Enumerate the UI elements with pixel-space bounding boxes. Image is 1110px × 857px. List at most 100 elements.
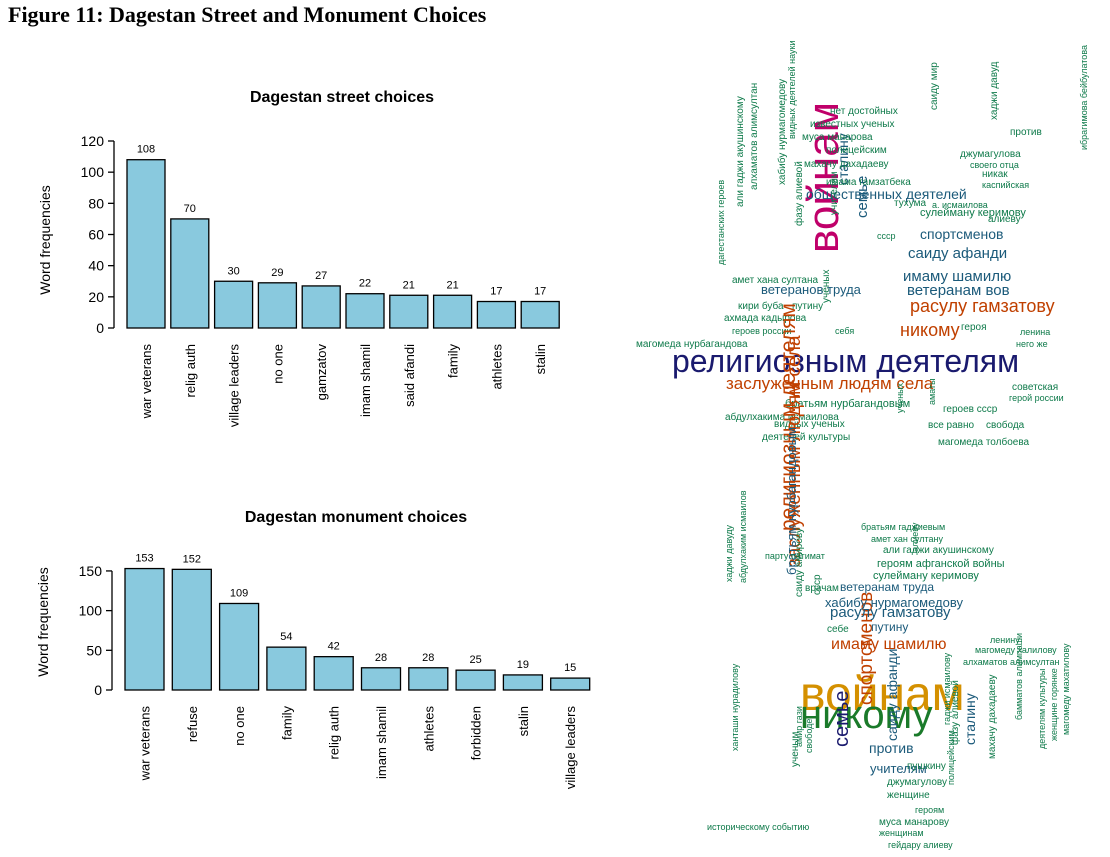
category-label: village leaders [563, 706, 578, 790]
word-cloud-term: нет достойных [830, 106, 898, 117]
word-cloud-term: ссср [812, 574, 823, 595]
category-label: no one [270, 344, 285, 384]
category-label: war veterans [138, 706, 153, 782]
word-cloud-term: алиеву [910, 522, 920, 552]
word-cloud-term: врачам [805, 583, 839, 594]
word-cloud-term: заслуженным людям села [726, 374, 934, 393]
word-cloud-term: алхаматов алимсултан [749, 82, 760, 190]
y-tick-label: 60 [88, 227, 104, 243]
category-label: family [446, 344, 461, 378]
bar [455, 669, 496, 691]
word-cloud-term: амет хана султана [732, 275, 819, 286]
y-axis-label: Word frequencies [37, 185, 53, 294]
data-label: 108 [137, 144, 155, 156]
category-label: athletes [489, 344, 504, 390]
bar [345, 293, 385, 329]
word-cloud-term: ветеранам вов [907, 282, 1010, 299]
word-cloud-term: хаджи давуду [724, 525, 734, 582]
word-cloud-term: известных ученых [810, 119, 895, 130]
y-tick-label: 20 [88, 289, 104, 305]
word-cloud-term: абдулхакима исмаилова [725, 412, 839, 423]
word-cloud-term: полицейским [946, 730, 956, 785]
y-tick-label: 120 [81, 133, 105, 149]
data-label: 54 [280, 631, 292, 643]
word-cloud-term: ахмада кадырова [724, 313, 807, 324]
word-cloud-term: хабибу нурмагомедову [825, 595, 963, 610]
y-tick-label: 100 [79, 603, 103, 619]
word-cloud-term: женщине [887, 790, 930, 801]
word-cloud-term: абдулхаким исмаилов [738, 490, 748, 583]
word-cloud-term: саиду афанди [908, 245, 1008, 262]
monument-word-cloud: войнам никому религиозным деятелям заслужен… [695, 303, 1110, 850]
y-axis-label: Word frequencies [35, 567, 51, 676]
street-word-cloud: религиозным деятелям войнам заслуженным лю… [630, 41, 1100, 455]
bar [170, 218, 210, 329]
word-cloud-term: учителям [829, 171, 840, 215]
bar [171, 568, 212, 691]
category-label: family [279, 706, 294, 740]
data-label: 25 [469, 654, 481, 666]
y-tick-label: 150 [79, 563, 103, 579]
word-cloud-term: учителям [870, 761, 927, 776]
y-tick-label: 50 [86, 642, 102, 658]
bar [313, 656, 354, 691]
word-cloud-term: а. исмаилова [932, 200, 988, 210]
word-cloud-term: ленина [1020, 327, 1051, 337]
word-cloud-term: алхаматов алимсултан [963, 657, 1060, 667]
word-cloud-term: полицейским [826, 145, 887, 156]
word-cloud-term: герой россии [1009, 393, 1064, 403]
word-cloud-term: тухума [894, 198, 927, 209]
bar [301, 285, 341, 329]
word-cloud-term: учёных [821, 269, 832, 303]
y-tick-label: 40 [88, 258, 104, 274]
bar [408, 667, 449, 691]
data-label: 17 [534, 286, 546, 298]
category-label: stalin [533, 344, 548, 374]
category-label: relig auth [183, 344, 198, 397]
word-cloud-term: путину [792, 301, 824, 312]
y-tick-label: 80 [88, 195, 104, 211]
word-cloud-term: общественных деятелей [806, 186, 967, 202]
word-cloud-term: али гаджи акушинскому [735, 96, 746, 207]
bar [476, 300, 517, 329]
bar [502, 674, 544, 691]
word-cloud-term: магомеда нурбагандова [636, 339, 748, 350]
word-cloud-term: джумагулову [887, 777, 947, 788]
word-cloud-term: видных ученых [774, 419, 845, 430]
data-label: 42 [328, 641, 340, 653]
word-cloud-term: историческому событию [707, 822, 810, 832]
word-cloud-term: каспийская [982, 180, 1030, 190]
word-cloud-term: никому [900, 320, 960, 340]
word-cloud-term: свободе [804, 718, 814, 753]
word-cloud-term: кири буба [738, 301, 784, 312]
word-cloud-term: сулейману керимову [873, 570, 979, 582]
word-cloud-term: деятелей культуры [762, 432, 851, 443]
word-cloud-term: против [1010, 127, 1042, 138]
word-cloud-term: против [869, 740, 914, 756]
word-cloud-term: героев ссср [943, 404, 998, 415]
word-cloud-term: героя [961, 322, 987, 333]
word-cloud-term: семье [831, 690, 853, 747]
category-label: forbidden [469, 706, 484, 760]
word-cloud-term: ленину [990, 635, 1020, 645]
word-cloud-term: расулу гамзатову [830, 604, 951, 621]
word-cloud-term: женщине горянке [1049, 668, 1059, 741]
word-cloud-term: ибрагимова бейбулатова [1079, 45, 1089, 150]
word-cloud-term: ученых [895, 382, 905, 413]
word-cloud-term: ханташи нурадилову [730, 663, 740, 751]
data-label: 17 [490, 286, 502, 298]
chart-title: Dagestan monument choices [245, 509, 467, 526]
category-label: imam shamil [374, 706, 389, 779]
word-cloud-term: свобода [986, 420, 1025, 431]
data-label: 153 [135, 553, 153, 565]
category-label: village leaders [227, 344, 242, 428]
word-cloud-term: ветеранам труда [840, 580, 935, 594]
word-cloud-term: дагестанских героев [716, 179, 726, 265]
word-cloud-term: гейдару алиеву [888, 840, 953, 850]
word-cloud-term: махачу дахадаеву [987, 674, 998, 759]
word-cloud-term: махачу дахадаеву [804, 159, 889, 170]
y-axis: 0 20 40 60 80 100 120 [81, 133, 115, 336]
word-cloud-term: пушкину [907, 761, 946, 772]
monument-bar-chart: Dagestan monument choices Word frequenci… [35, 509, 591, 790]
data-label: 27 [315, 270, 327, 282]
